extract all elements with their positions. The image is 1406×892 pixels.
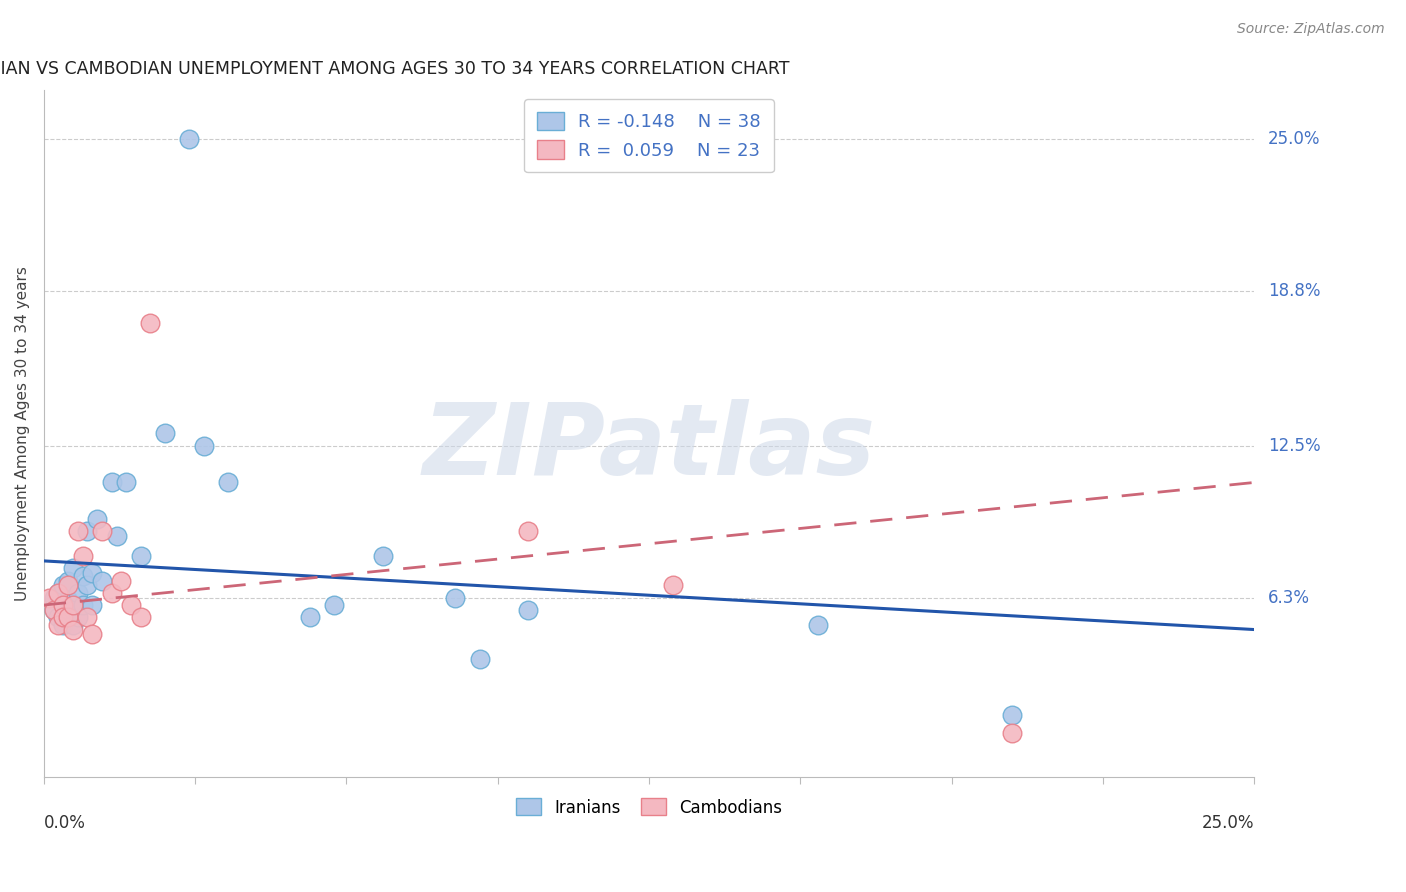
Text: IRANIAN VS CAMBODIAN UNEMPLOYMENT AMONG AGES 30 TO 34 YEARS CORRELATION CHART: IRANIAN VS CAMBODIAN UNEMPLOYMENT AMONG … bbox=[0, 60, 790, 78]
Point bbox=[48, 610, 70, 624]
Text: 12.5%: 12.5% bbox=[1268, 437, 1320, 455]
Point bbox=[66, 586, 89, 600]
Point bbox=[62, 617, 84, 632]
Point bbox=[105, 529, 128, 543]
Point bbox=[56, 593, 79, 607]
Point bbox=[82, 566, 104, 581]
Point bbox=[56, 578, 79, 592]
Text: Source: ZipAtlas.com: Source: ZipAtlas.com bbox=[1237, 22, 1385, 37]
Text: 25.0%: 25.0% bbox=[1202, 814, 1254, 832]
Point bbox=[179, 132, 201, 146]
Point bbox=[371, 549, 394, 563]
Point bbox=[1001, 708, 1024, 723]
Point bbox=[62, 603, 84, 617]
Point bbox=[38, 591, 60, 605]
Point bbox=[52, 617, 75, 632]
Point bbox=[66, 610, 89, 624]
Point bbox=[86, 512, 108, 526]
Point bbox=[62, 598, 84, 612]
Legend: Iranians, Cambodians: Iranians, Cambodians bbox=[509, 792, 789, 823]
Point bbox=[110, 574, 132, 588]
Point bbox=[193, 439, 215, 453]
Point bbox=[323, 598, 346, 612]
Point bbox=[82, 627, 104, 641]
Text: 25.0%: 25.0% bbox=[1268, 130, 1320, 148]
Point bbox=[42, 591, 65, 605]
Point bbox=[56, 610, 79, 624]
Point bbox=[444, 591, 467, 605]
Point bbox=[52, 610, 75, 624]
Point bbox=[1001, 725, 1024, 739]
Text: ZIPatlas: ZIPatlas bbox=[422, 399, 876, 496]
Point bbox=[129, 549, 152, 563]
Point bbox=[807, 617, 830, 632]
Point bbox=[82, 598, 104, 612]
Point bbox=[299, 610, 322, 624]
Text: 6.3%: 6.3% bbox=[1268, 589, 1310, 607]
Point bbox=[42, 603, 65, 617]
Point bbox=[42, 603, 65, 617]
Text: 18.8%: 18.8% bbox=[1268, 282, 1320, 301]
Point bbox=[52, 598, 75, 612]
Point bbox=[48, 617, 70, 632]
Point bbox=[115, 475, 138, 490]
Point bbox=[72, 598, 94, 612]
Point bbox=[120, 598, 142, 612]
Point bbox=[52, 578, 75, 592]
Point bbox=[72, 568, 94, 582]
Point bbox=[662, 578, 685, 592]
Point bbox=[100, 475, 122, 490]
Point bbox=[517, 603, 540, 617]
Y-axis label: Unemployment Among Ages 30 to 34 years: Unemployment Among Ages 30 to 34 years bbox=[15, 266, 30, 601]
Point bbox=[129, 610, 152, 624]
Point bbox=[56, 610, 79, 624]
Point bbox=[153, 426, 176, 441]
Point bbox=[76, 524, 98, 539]
Text: 0.0%: 0.0% bbox=[44, 814, 86, 832]
Point bbox=[139, 316, 162, 330]
Point bbox=[72, 549, 94, 563]
Point bbox=[91, 574, 114, 588]
Point bbox=[62, 561, 84, 575]
Point bbox=[76, 610, 98, 624]
Point bbox=[62, 623, 84, 637]
Point bbox=[56, 574, 79, 588]
Point bbox=[217, 475, 239, 490]
Point bbox=[100, 586, 122, 600]
Point bbox=[517, 524, 540, 539]
Point bbox=[66, 524, 89, 539]
Point bbox=[468, 652, 491, 666]
Point bbox=[91, 524, 114, 539]
Point bbox=[76, 578, 98, 592]
Point bbox=[48, 586, 70, 600]
Point bbox=[48, 586, 70, 600]
